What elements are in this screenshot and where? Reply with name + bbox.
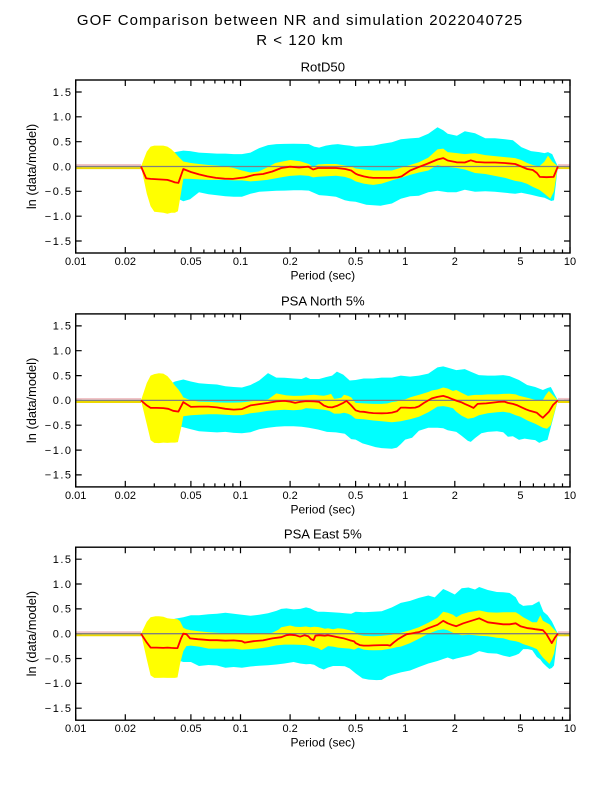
svg-text:Period (sec): Period (sec) xyxy=(290,269,355,283)
svg-text:ln (data/model): ln (data/model) xyxy=(24,358,39,443)
svg-text:0.5: 0.5 xyxy=(53,370,73,382)
svg-text:0.2: 0.2 xyxy=(282,723,297,735)
svg-text:0.1: 0.1 xyxy=(233,256,248,268)
svg-text:0.0: 0.0 xyxy=(53,161,73,173)
svg-text:0.01: 0.01 xyxy=(65,723,86,735)
svg-text:10: 10 xyxy=(564,723,576,735)
svg-text:0.02: 0.02 xyxy=(115,723,136,735)
svg-text:R < 120 km: R < 120 km xyxy=(256,32,344,49)
svg-text:−1.0: −1.0 xyxy=(45,211,73,223)
svg-text:0.2: 0.2 xyxy=(282,256,297,268)
svg-text:PSA East 5%: PSA East 5% xyxy=(284,527,362,542)
svg-text:ln (data/model): ln (data/model) xyxy=(24,124,39,209)
svg-text:10: 10 xyxy=(564,490,576,502)
svg-text:0.5: 0.5 xyxy=(53,137,73,149)
svg-text:Period (sec): Period (sec) xyxy=(290,502,355,516)
svg-text:1.0: 1.0 xyxy=(53,579,73,591)
svg-text:0.1: 0.1 xyxy=(233,490,248,502)
svg-text:1: 1 xyxy=(402,723,408,735)
svg-text:5: 5 xyxy=(517,490,523,502)
svg-text:−1.5: −1.5 xyxy=(45,470,73,482)
svg-text:0.02: 0.02 xyxy=(115,490,136,502)
svg-text:−1.5: −1.5 xyxy=(45,703,73,715)
svg-text:5: 5 xyxy=(517,256,523,268)
svg-text:0.1: 0.1 xyxy=(233,723,248,735)
svg-text:0.01: 0.01 xyxy=(65,256,86,268)
svg-text:GOF Comparison between NR and: GOF Comparison between NR and simulation… xyxy=(77,12,523,29)
svg-text:−1.5: −1.5 xyxy=(45,236,73,248)
svg-text:0.01: 0.01 xyxy=(65,490,86,502)
svg-text:ln (data/model): ln (data/model) xyxy=(24,591,39,676)
svg-text:1.5: 1.5 xyxy=(53,554,73,566)
svg-text:0.5: 0.5 xyxy=(348,256,363,268)
svg-text:2: 2 xyxy=(452,256,458,268)
svg-text:0.05: 0.05 xyxy=(180,256,201,268)
svg-text:0.0: 0.0 xyxy=(53,629,73,641)
svg-text:1: 1 xyxy=(402,256,408,268)
svg-text:PSA North 5%: PSA North 5% xyxy=(281,293,365,308)
svg-text:−1.0: −1.0 xyxy=(45,678,73,690)
svg-text:5: 5 xyxy=(517,723,523,735)
svg-text:0.05: 0.05 xyxy=(180,723,201,735)
svg-text:10: 10 xyxy=(564,256,576,268)
svg-text:−0.5: −0.5 xyxy=(45,420,73,432)
svg-text:−1.0: −1.0 xyxy=(45,445,73,457)
svg-text:2: 2 xyxy=(452,723,458,735)
svg-text:1.5: 1.5 xyxy=(53,321,73,333)
svg-text:0.5: 0.5 xyxy=(53,604,73,616)
svg-text:1.0: 1.0 xyxy=(53,346,73,358)
svg-text:−0.5: −0.5 xyxy=(45,186,73,198)
svg-text:2: 2 xyxy=(452,490,458,502)
svg-text:1: 1 xyxy=(402,490,408,502)
svg-text:RotD50: RotD50 xyxy=(301,60,345,75)
svg-text:0.2: 0.2 xyxy=(282,490,297,502)
svg-text:−0.5: −0.5 xyxy=(45,653,73,665)
svg-text:0.0: 0.0 xyxy=(53,395,73,407)
svg-text:0.02: 0.02 xyxy=(115,256,136,268)
svg-text:0.05: 0.05 xyxy=(180,490,201,502)
svg-text:Period (sec): Period (sec) xyxy=(290,736,355,750)
svg-text:0.5: 0.5 xyxy=(348,723,363,735)
svg-text:1.0: 1.0 xyxy=(53,112,73,124)
svg-text:0.5: 0.5 xyxy=(348,490,363,502)
svg-text:1.5: 1.5 xyxy=(53,87,73,99)
